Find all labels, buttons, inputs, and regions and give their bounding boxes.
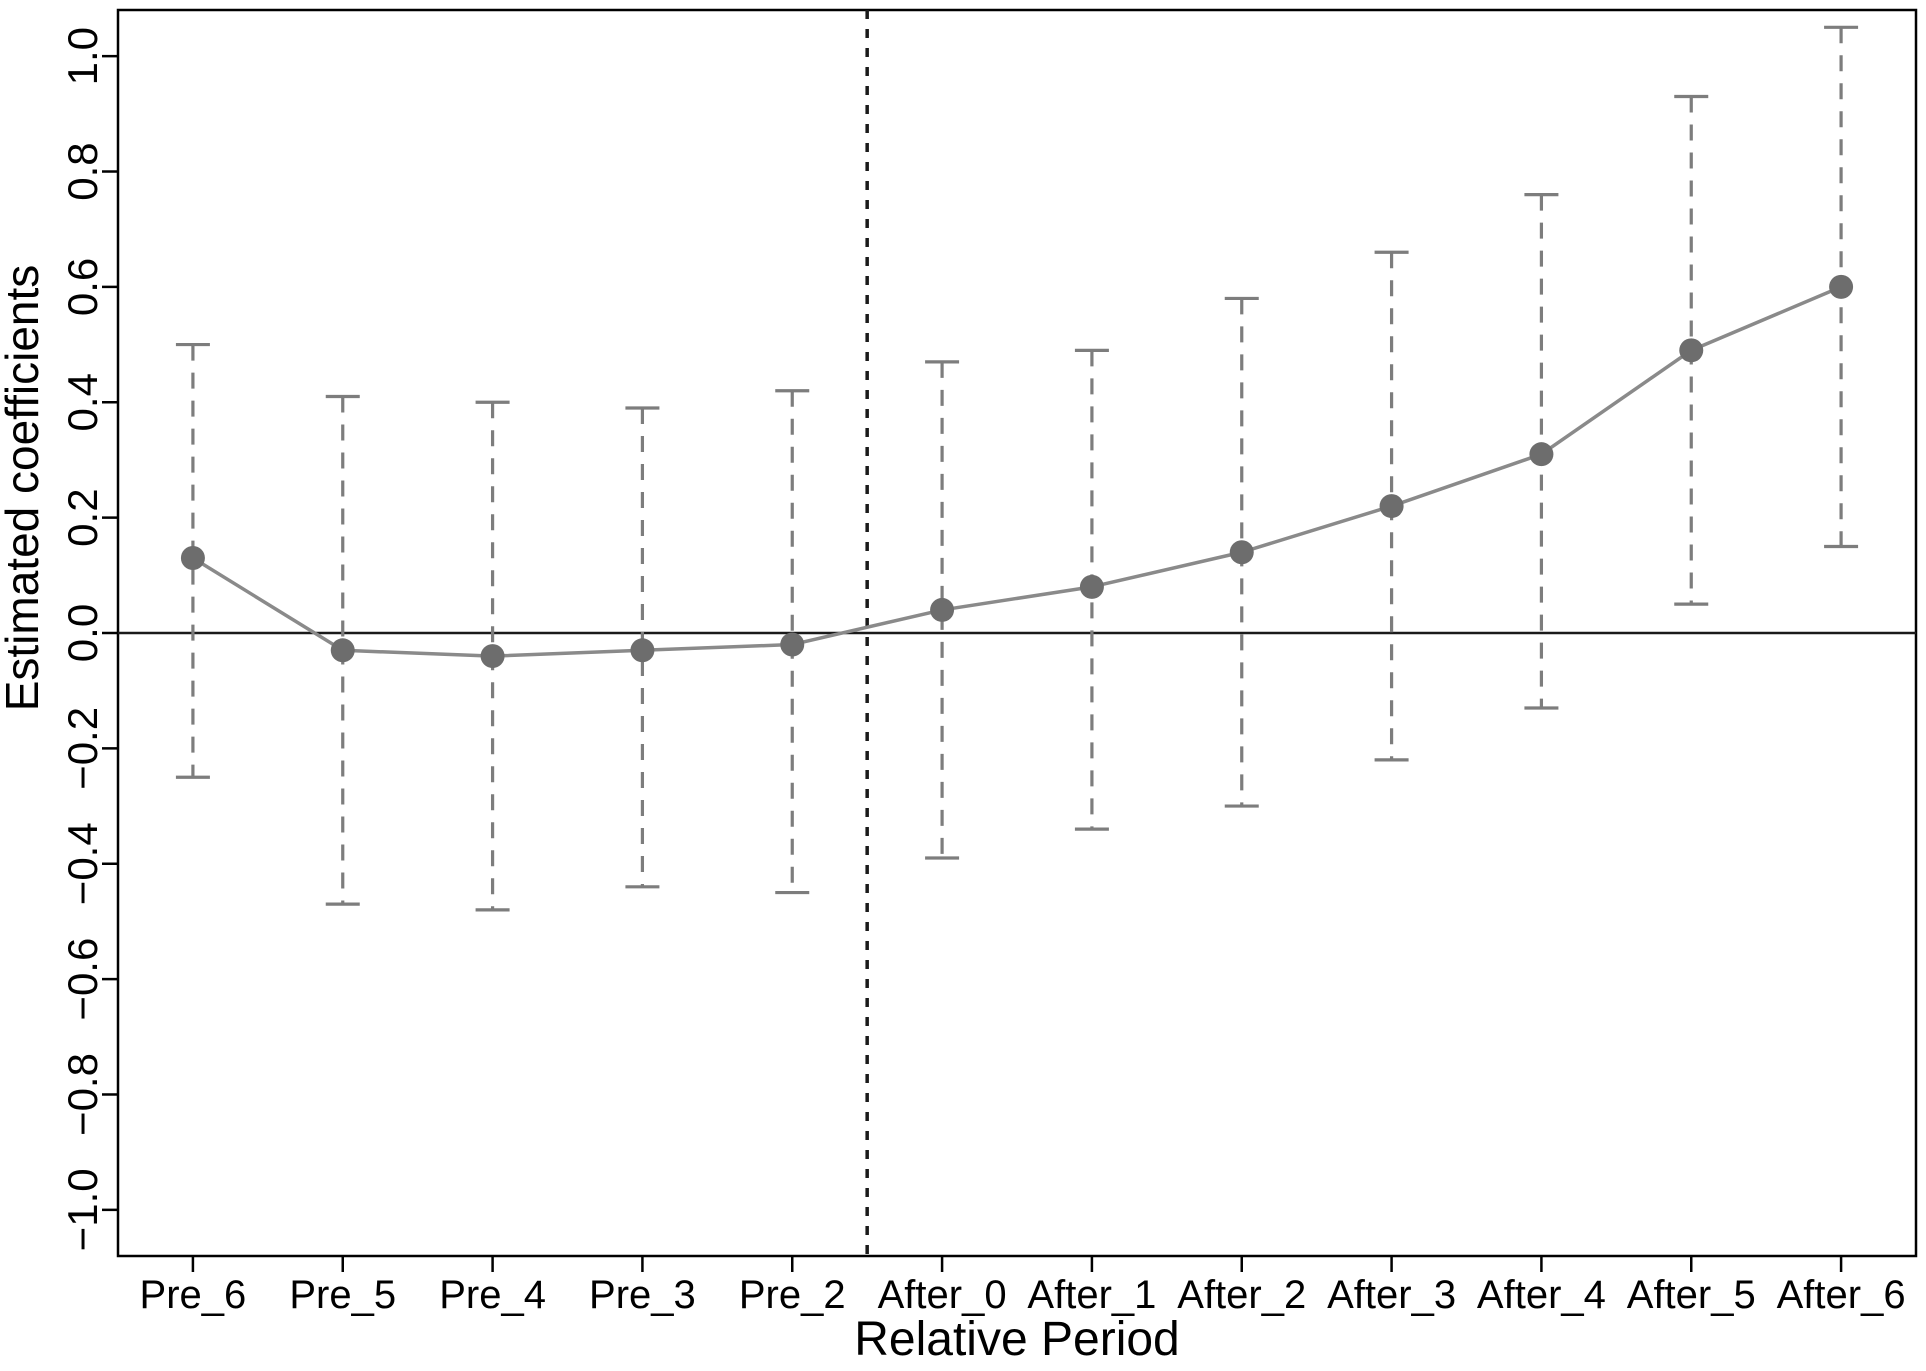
- data-point: [1529, 442, 1554, 467]
- coefficient-polyline: [191, 285, 1842, 658]
- data-point: [630, 638, 655, 663]
- y-tick-labels: −1.0 −0.8 −0.6 −0.4 −0.2 0.0 0.2 0.4 0.6 0.8 1.0: [59, 27, 106, 1251]
- x-axis-title: Relative Period: [854, 1313, 1180, 1366]
- y-axis-title: Estimated coefficients: [0, 265, 48, 712]
- x-tick-label: Pre_6: [140, 1273, 247, 1317]
- data-point: [180, 546, 205, 571]
- y-tick-label: 0.2: [59, 488, 106, 546]
- y-tick-label: 0.8: [59, 142, 106, 200]
- data-point: [1679, 338, 1704, 363]
- data-point: [1079, 574, 1104, 599]
- x-tick-label: After_5: [1627, 1273, 1756, 1317]
- x-tick-label: After_2: [1177, 1273, 1306, 1317]
- data-point: [1379, 494, 1404, 519]
- x-tick-label: After_3: [1327, 1273, 1456, 1317]
- y-tick-label: −0.4: [59, 822, 106, 905]
- y-tick-label: 0.6: [59, 258, 106, 316]
- error-bars: [175, 25, 1859, 912]
- x-tick-label: After_4: [1477, 1273, 1606, 1317]
- data-points: [180, 274, 1854, 669]
- x-tick-labels: Pre_6 Pre_5 Pre_4 Pre_3 Pre_2 After_0 After_1 A…: [140, 1273, 1906, 1317]
- data-point: [780, 632, 805, 657]
- x-tick-label: Pre_2: [739, 1273, 846, 1317]
- x-tick-label: After_1: [1027, 1273, 1156, 1317]
- x-tick-label: After_6: [1777, 1273, 1906, 1317]
- x-tick-label: Pre_3: [589, 1273, 696, 1317]
- data-point: [930, 597, 955, 622]
- reference-lines: [118, 10, 1916, 1256]
- data-point: [1229, 540, 1254, 565]
- coefficient-line: [191, 285, 1842, 658]
- y-tick-label: 0.4: [59, 373, 106, 431]
- y-tick-label: −0.6: [59, 938, 106, 1021]
- x-tick-label: After_0: [878, 1273, 1007, 1317]
- y-tick-label: 0.0: [59, 604, 106, 662]
- x-tick-label: Pre_4: [439, 1273, 546, 1317]
- plot-frame: [102, 8, 1918, 1272]
- data-point: [1829, 274, 1854, 299]
- x-tick-label: Pre_5: [289, 1273, 396, 1317]
- y-tick-label: −0.8: [59, 1053, 106, 1136]
- data-point: [480, 644, 505, 669]
- data-point: [330, 638, 355, 663]
- y-tick-label: 1.0: [59, 27, 106, 85]
- y-tick-label: −0.2: [59, 707, 106, 790]
- y-tick-label: −1.0: [59, 1168, 106, 1251]
